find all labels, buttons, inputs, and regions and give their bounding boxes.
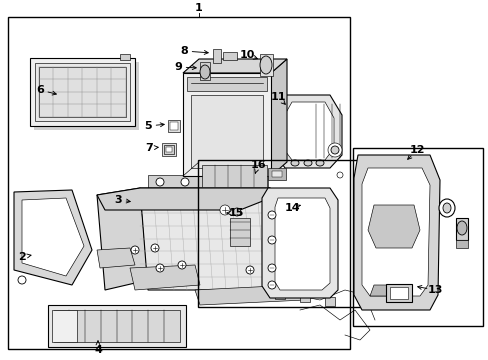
Text: 8: 8 [180,46,187,56]
Ellipse shape [205,178,214,186]
Ellipse shape [156,264,163,272]
Bar [198,160,389,307]
Bar [325,297,334,306]
Bar [229,218,249,246]
Bar [8,17,349,349]
Bar [389,287,407,299]
Text: 7: 7 [145,143,153,153]
Text: 1: 1 [195,3,203,13]
Text: 4: 4 [94,345,102,355]
Polygon shape [97,248,135,268]
Ellipse shape [442,203,450,213]
Bar [183,73,270,176]
Text: 11: 11 [270,92,285,102]
Ellipse shape [438,199,454,217]
Ellipse shape [178,261,185,269]
Ellipse shape [131,246,139,254]
Bar [267,168,285,180]
Bar [352,148,482,326]
Bar [170,122,178,130]
Polygon shape [22,198,84,276]
Ellipse shape [260,56,271,74]
Polygon shape [14,190,92,285]
Bar [30,58,135,126]
Ellipse shape [290,160,298,166]
Ellipse shape [200,65,209,79]
Polygon shape [34,62,139,130]
Ellipse shape [156,178,163,186]
Bar [213,49,221,63]
Ellipse shape [267,211,275,219]
Bar [455,240,467,248]
Bar [39,67,126,117]
Bar [168,120,180,132]
Ellipse shape [265,264,273,272]
Ellipse shape [327,143,341,157]
Ellipse shape [181,178,189,186]
Bar [165,147,172,152]
Ellipse shape [336,172,342,178]
Bar [200,62,209,80]
Bar [35,63,130,121]
Text: 5: 5 [144,121,151,131]
Text: 12: 12 [408,145,424,155]
Ellipse shape [151,244,159,252]
Bar [385,284,411,302]
Bar [186,77,266,91]
Bar [455,218,467,240]
Text: 3: 3 [114,195,122,205]
Polygon shape [361,168,429,296]
Bar [223,52,237,60]
Bar [52,310,77,342]
Polygon shape [97,188,278,210]
Ellipse shape [220,205,229,215]
Bar [163,145,174,154]
Polygon shape [274,198,329,290]
Ellipse shape [232,208,241,216]
Bar [299,293,309,302]
Polygon shape [353,155,439,310]
Polygon shape [283,102,333,160]
Text: 16: 16 [250,160,265,170]
Polygon shape [195,285,305,305]
Ellipse shape [330,146,338,154]
Ellipse shape [304,160,311,166]
Polygon shape [97,188,148,290]
Polygon shape [262,188,337,298]
Bar [162,143,176,156]
Polygon shape [270,59,286,176]
Ellipse shape [18,276,26,284]
Ellipse shape [456,221,466,235]
Ellipse shape [245,266,253,274]
Text: 10: 10 [239,50,254,60]
Bar [120,54,130,60]
Ellipse shape [267,236,275,244]
Bar [271,171,282,177]
Bar [260,54,272,76]
Bar [54,310,180,342]
Bar [274,290,285,299]
Ellipse shape [267,281,275,289]
Polygon shape [367,205,419,248]
Text: 13: 13 [427,285,442,295]
Bar [48,305,185,347]
Ellipse shape [238,178,245,186]
Polygon shape [369,285,409,296]
Text: 14: 14 [284,203,299,213]
Bar [191,95,263,168]
Bar [148,175,267,189]
Polygon shape [273,95,341,168]
Text: 2: 2 [18,252,26,262]
Ellipse shape [267,264,275,272]
Polygon shape [140,188,278,290]
Ellipse shape [315,160,324,166]
Text: 6: 6 [36,85,44,95]
Text: 9: 9 [174,62,182,72]
Polygon shape [130,265,200,290]
Polygon shape [183,59,286,73]
Text: 15: 15 [228,208,243,218]
Bar [202,165,266,187]
